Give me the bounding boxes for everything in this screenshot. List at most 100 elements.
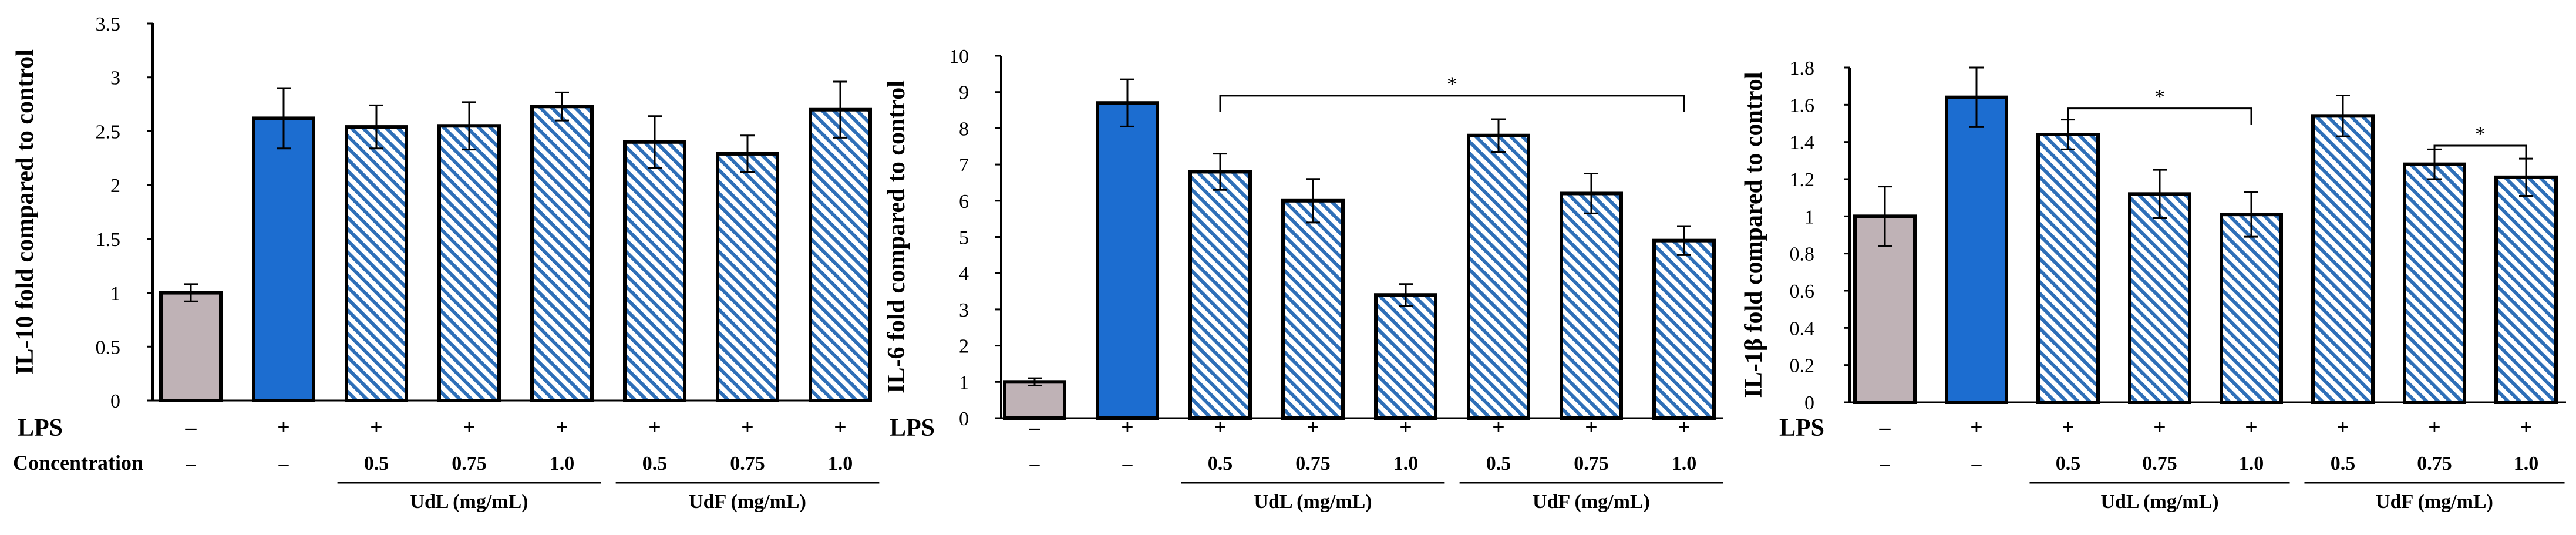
y-tick-label: 1 xyxy=(1804,206,1814,228)
bar-1 xyxy=(1003,380,1066,420)
concentration-cell: – xyxy=(1880,453,1891,475)
concentration-cell: 1.0 xyxy=(550,453,575,475)
y-tick-label: 0.8 xyxy=(1790,244,1815,265)
concentration-cell: 1.0 xyxy=(1393,453,1419,475)
significance-star: * xyxy=(2154,85,2165,109)
concentration-cell: 0.75 xyxy=(730,453,765,475)
concentration-cell: 0.5 xyxy=(364,453,389,475)
bar-5 xyxy=(530,105,594,403)
y-tick-label: 0 xyxy=(959,408,969,430)
concentration-row-label: Concentration xyxy=(13,451,143,475)
bar-2 xyxy=(1945,95,2008,404)
lps-cell: + xyxy=(834,415,847,440)
group-label-2: UdF (mg/mL) xyxy=(2376,491,2493,513)
bar-6 xyxy=(1467,133,1530,420)
bar-5 xyxy=(2220,213,2283,404)
bar-5 xyxy=(1374,293,1437,420)
group-label-1: UdL (mg/mL) xyxy=(1254,491,1372,513)
significance-bracket xyxy=(2433,144,2527,162)
y-tick-label: 1 xyxy=(959,372,969,393)
y-tick-label: 1.6 xyxy=(1790,95,1815,116)
lps-cell: + xyxy=(1121,415,1134,440)
lps-cell: + xyxy=(648,415,661,440)
bar-7 xyxy=(716,152,779,402)
bar-8 xyxy=(2494,175,2558,404)
bar-1 xyxy=(159,291,223,403)
lps-cell: + xyxy=(1492,415,1505,440)
y-tick-label: 8 xyxy=(959,118,969,140)
y-tick-label: 1 xyxy=(110,283,120,305)
y-tick-label: 1.2 xyxy=(1790,169,1815,191)
concentration-cell: 0.75 xyxy=(452,453,487,475)
y-tick-label: 4 xyxy=(959,263,969,285)
lps-cell: + xyxy=(370,415,383,440)
concentration-cell: 1.0 xyxy=(2239,453,2264,475)
concentration-cell: 0.5 xyxy=(1486,453,1511,475)
y-axis-title: IL-1β fold compared to control xyxy=(1740,72,1767,398)
lps-cell: + xyxy=(1585,415,1598,440)
concentration-cell: 1.0 xyxy=(2514,453,2539,475)
significance-star: * xyxy=(2475,122,2486,146)
y-tick-label: 1.8 xyxy=(1790,58,1815,79)
chart-panel-1: 0 0.5 1 1.5 2 2.5 3 3.5 IL-10 fold compared to c… xyxy=(12,14,880,513)
group-label-2: UdF (mg/mL) xyxy=(689,491,806,513)
concentration-cell: – xyxy=(1971,453,1982,475)
concentration-cell: 1.0 xyxy=(1672,453,1697,475)
significance-star: * xyxy=(1447,72,1457,96)
lps-cell: + xyxy=(1214,415,1227,440)
concentration-cell: 0.5 xyxy=(2056,453,2081,475)
bar-3 xyxy=(345,125,408,402)
y-tick-label: 0.2 xyxy=(1790,355,1815,377)
y-tick-label: 3 xyxy=(110,68,120,89)
bar-7 xyxy=(2403,162,2466,404)
group-label-1: UdL (mg/mL) xyxy=(2100,491,2218,513)
concentration-cell: 0.75 xyxy=(1295,453,1331,475)
significance-bracket xyxy=(2067,107,2252,125)
y-tick-label: 0.6 xyxy=(1790,281,1815,302)
y-tick-label: 2.5 xyxy=(96,121,121,143)
bar-6 xyxy=(623,140,686,402)
concentration-cell: – xyxy=(1029,453,1040,475)
bar-8 xyxy=(1652,238,1716,420)
y-tick-label: 2 xyxy=(959,336,969,358)
y-tick-label: 3 xyxy=(959,300,969,321)
concentration-cell: 0.5 xyxy=(1208,453,1233,475)
bar-7 xyxy=(1560,191,1623,420)
y-tick-label: 5 xyxy=(959,227,969,249)
y-tick-label: 1.4 xyxy=(1790,132,1815,154)
lps-cell: + xyxy=(1970,415,1983,440)
lps-cell: – xyxy=(1879,415,1891,440)
bar-4 xyxy=(1281,198,1345,420)
lps-cell: + xyxy=(1399,415,1412,440)
bar-6 xyxy=(2311,114,2375,404)
lps-cell: + xyxy=(2428,415,2441,440)
concentration-cell: 0.75 xyxy=(2417,453,2452,475)
concentration-cell: – xyxy=(186,453,197,475)
y-tick-label: 10 xyxy=(949,46,969,68)
y-tick-label: 9 xyxy=(959,82,969,104)
bar-2 xyxy=(1096,101,1159,420)
concentration-cell: 0.5 xyxy=(642,453,668,475)
y-tick-label: 0 xyxy=(1804,392,1814,414)
lps-cell: + xyxy=(1306,415,1319,440)
group-label-1: UdL (mg/mL) xyxy=(410,491,528,513)
concentration-cell: – xyxy=(1122,453,1133,475)
bar-4 xyxy=(437,124,501,402)
chart-panel-3: 0 0.2 0.4 0.6 0.8 1 1.2 1.4 1.6 1.8 IL-1β fold com… xyxy=(1740,58,2566,513)
y-tick-label: 7 xyxy=(959,154,969,176)
lps-row-label: LPS xyxy=(18,415,63,442)
lps-cell: + xyxy=(2520,415,2533,440)
concentration-cell: 1.0 xyxy=(828,453,853,475)
y-axis-title: IL-6 fold compared to control xyxy=(883,80,910,393)
lps-cell: + xyxy=(277,415,290,440)
bar-3 xyxy=(2036,133,2100,404)
lps-cell: + xyxy=(2153,415,2166,440)
lps-cell: + xyxy=(2245,415,2258,440)
y-tick-label: 0 xyxy=(110,391,120,412)
y-tick-label: 6 xyxy=(959,191,969,213)
concentration-cell: 0.75 xyxy=(2142,453,2177,475)
significance-bracket xyxy=(1219,95,1685,112)
bar-2 xyxy=(252,116,315,402)
group-label-2: UdF (mg/mL) xyxy=(1533,491,1650,513)
lps-cell: – xyxy=(185,415,197,440)
